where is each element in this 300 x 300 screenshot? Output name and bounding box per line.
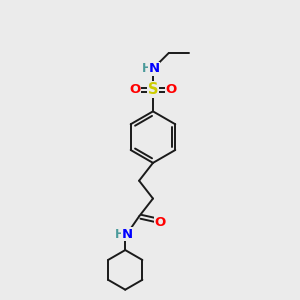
Text: N: N — [148, 62, 160, 75]
Text: O: O — [130, 83, 141, 96]
Text: O: O — [154, 216, 166, 229]
Text: S: S — [148, 82, 158, 97]
Text: N: N — [122, 228, 133, 241]
Text: O: O — [165, 83, 176, 96]
Text: H: H — [142, 62, 152, 75]
Text: H: H — [115, 228, 125, 241]
